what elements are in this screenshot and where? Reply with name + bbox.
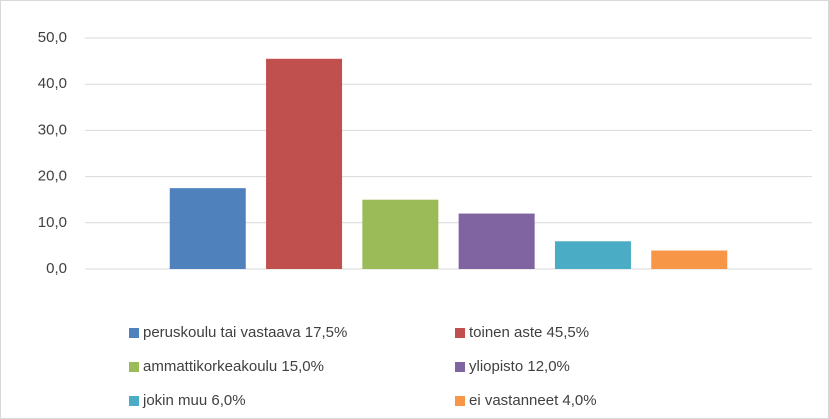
legend-marker <box>129 328 139 338</box>
legend-marker <box>129 396 139 406</box>
y-tick-label: 10,0 <box>38 214 67 231</box>
y-tick-label: 40,0 <box>38 75 67 92</box>
bar <box>169 188 246 269</box>
legend-label: peruskoulu tai vastaava 17,5% <box>143 324 347 341</box>
bar <box>362 199 439 269</box>
legend-marker <box>129 362 139 372</box>
legend-label: toinen aste 45,5% <box>469 324 589 341</box>
legend-label: yliopisto 12,0% <box>469 358 570 375</box>
y-tick-label: 20,0 <box>38 168 67 185</box>
legend-marker <box>455 328 465 338</box>
y-tick-label: 30,0 <box>38 121 67 138</box>
bar <box>554 241 631 269</box>
legend-label: jokin muu 6,0% <box>142 392 246 409</box>
bar <box>458 213 535 269</box>
bar <box>266 58 343 269</box>
legend-marker <box>455 362 465 372</box>
bar <box>651 250 728 269</box>
legend-marker <box>455 396 465 406</box>
y-tick-label: 50,0 <box>38 29 67 46</box>
legend-label: ammattikorkeakoulu 15,0% <box>143 358 324 375</box>
y-tick-label: 0,0 <box>46 260 67 277</box>
legend-label: ei vastanneet 4,0% <box>469 392 597 409</box>
